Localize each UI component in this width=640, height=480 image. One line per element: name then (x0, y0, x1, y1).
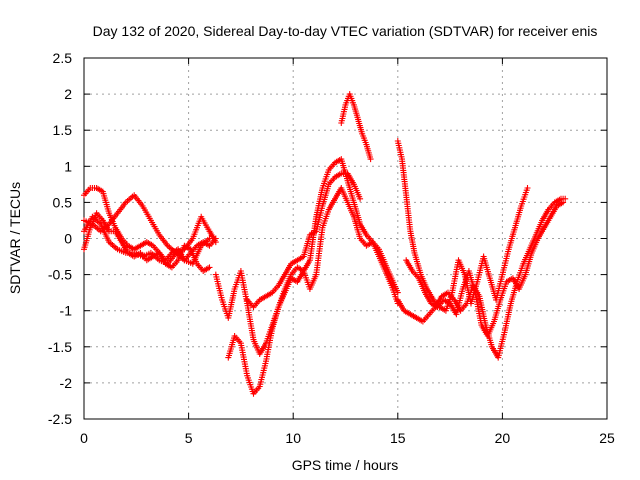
series-markers (244, 170, 364, 311)
series-markers (338, 91, 374, 163)
x-tick-label: 0 (80, 430, 88, 446)
series-markers (394, 195, 569, 361)
data-layer (81, 91, 569, 397)
tick-layer: 0 5 10 15 20 25 -2.5 -2 -1.5 -1 -0.5 0 0.5 1 1.5 2 2.5 (48, 50, 615, 446)
series-trace (215, 158, 399, 355)
y-tick-label: 1 (64, 158, 72, 174)
y-axis-label: SDTVAR / TECUs (7, 182, 23, 294)
x-tick-label: 25 (599, 430, 615, 446)
y-tick-label: -1.5 (48, 339, 72, 355)
data-series (394, 195, 569, 361)
data-series (403, 199, 567, 339)
y-tick-label: 1.5 (53, 122, 73, 138)
series-markers (403, 199, 567, 339)
y-tick-label: 0 (64, 231, 72, 247)
y-tick-label: -2.5 (48, 411, 72, 427)
series-markers (81, 213, 213, 267)
x-tick-label: 20 (495, 430, 511, 446)
data-series (225, 185, 401, 397)
series-markers (212, 156, 401, 357)
x-tick-label: 5 (185, 430, 193, 446)
y-tick-label: -0.5 (48, 267, 72, 283)
data-series (244, 170, 364, 311)
y-tick-label: -2 (60, 375, 73, 391)
grid-layer (84, 58, 607, 419)
data-series (81, 213, 213, 267)
series-markers (225, 185, 401, 397)
x-axis-label: GPS time / hours (292, 457, 399, 473)
x-tick-label: 15 (390, 430, 406, 446)
chart-title: Day 132 of 2020, Sidereal Day-to-day VTE… (93, 23, 598, 39)
y-tick-label: 2 (64, 86, 72, 102)
data-series (338, 91, 374, 163)
y-tick-label: 2.5 (53, 50, 73, 66)
y-tick-label: 0.5 (53, 194, 73, 210)
y-tick-label: -1 (60, 303, 73, 319)
data-series (212, 156, 401, 357)
x-tick-label: 10 (285, 430, 301, 446)
